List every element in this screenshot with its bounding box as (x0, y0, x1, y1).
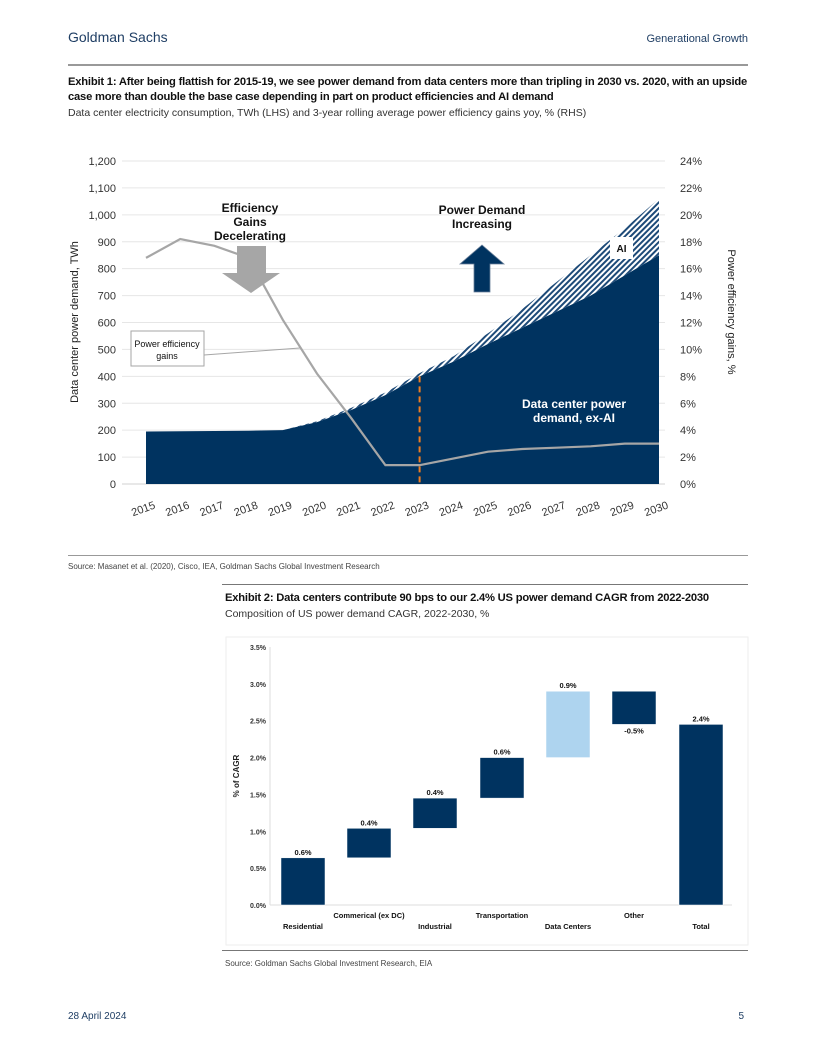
exhibit2-chart: 0.0% 0.5% 1.0% 1.5% 2.0% 2.5% 3.0% 3.5% % of CAG… (225, 636, 749, 946)
waterfall-bar (346, 828, 392, 859)
y-axis-title: % of CAGR (232, 754, 241, 797)
data-label: 0.4% (360, 818, 377, 827)
y-tick-label: 100 (98, 452, 116, 464)
category-label: Total (692, 922, 709, 931)
exhibit1-chart: 0 100 200 300 400 500 600 700 800 900 1,000 1,100 1,… (69, 156, 737, 519)
category-label: Industrial (418, 922, 452, 931)
y-tick-label: 2.0% (250, 756, 267, 763)
exhibit2-source: Source: Goldman Sachs Global Investment … (225, 959, 433, 968)
y-tick-label: 400 (98, 371, 116, 383)
y-tick-label: 500 (98, 344, 116, 356)
data-label: 0.6% (294, 848, 311, 857)
ai-area (146, 198, 659, 432)
y2-tick-label: 20% (680, 210, 702, 222)
ex-ai-label: demand, ex-AI (533, 411, 615, 425)
exhibit2-bottom-rule (222, 950, 748, 951)
y2-tick-label: 4% (680, 425, 696, 437)
page-number: 5 (738, 1011, 744, 1022)
down-arrow-icon (222, 246, 280, 293)
y-tick-label: 700 (98, 291, 116, 303)
waterfall-bar (611, 690, 657, 725)
y-tick-label: 600 (98, 318, 116, 330)
ex-ai-area (146, 255, 659, 484)
y-axis-title: Data center power demand, TWh (69, 241, 81, 403)
waterfall-bar (545, 690, 591, 758)
up-arrow-icon (458, 244, 506, 293)
demand-annotation: Power Demand (439, 203, 526, 217)
y-tick-label: 200 (98, 425, 116, 437)
legend-connector (203, 347, 301, 356)
y-tick-label: 3.0% (250, 682, 267, 689)
running-header: Generational Growth (646, 33, 749, 45)
category-label: Transportation (476, 911, 529, 920)
header-rule (68, 64, 748, 66)
chart-frame (225, 636, 749, 946)
y2-tick-label: 24% (680, 156, 702, 168)
y-tick-label: 1,200 (88, 156, 116, 168)
y2-axis-title: Power efficiency gains, % (725, 249, 737, 374)
waterfall-bar (678, 724, 724, 906)
exhibit1-source: Source: Masanet et al. (2020), Cisco, IE… (68, 562, 380, 571)
y-tick-label: 1,000 (88, 210, 116, 222)
efficiency-line (145, 237, 659, 467)
waterfall-bar (479, 757, 525, 799)
y2-tick-label: 2% (680, 452, 696, 464)
legend-box (130, 330, 205, 367)
exhibit2-title: Exhibit 2: Data centers contribute 90 bp… (225, 592, 709, 604)
y-tick-label: 2.5% (250, 719, 267, 726)
footer-date: 28 April 2024 (68, 1011, 127, 1022)
exhibit1-rule (68, 555, 748, 556)
y2-tick-label: 0% (680, 479, 696, 491)
y-tick-label: 0.5% (250, 866, 267, 873)
y-tick-label: 3.5% (250, 645, 267, 652)
efficiency-annotation: Gains (233, 215, 267, 229)
y-tick-label: 0 (110, 479, 116, 491)
y-tick-label: 1.5% (250, 792, 267, 799)
y2-tick-label: 18% (680, 237, 702, 249)
exhibit2-heading: Exhibit 2: Data centers contribute 90 bp… (225, 591, 748, 621)
data-label: 0.4% (426, 788, 443, 797)
exhibit1-heading: Exhibit 1: After being flattish for 2015… (68, 75, 748, 120)
waterfall-bar (280, 857, 326, 906)
exhibit1-title: Exhibit 1: After being flattish for 2015… (68, 76, 748, 103)
category-label: Residential (283, 922, 323, 931)
data-label: 0.9% (559, 681, 576, 690)
legend-label: Power efficiency (134, 339, 200, 349)
category-label: Commerical (ex DC) (333, 911, 405, 920)
waterfall-bar (412, 797, 458, 829)
data-label: 2.4% (692, 714, 709, 723)
y-tick-label: 0.0% (250, 903, 267, 910)
y-tick-label: 900 (98, 237, 116, 249)
legend-label: gains (156, 351, 178, 361)
y2-tick-label: 16% (680, 264, 702, 276)
efficiency-annotation: Decelerating (214, 229, 286, 243)
y2-tick-label: 14% (680, 291, 702, 303)
ai-label-box (610, 237, 633, 259)
ex-ai-label: Data center power (522, 397, 626, 411)
y-tick-label: 1,100 (88, 183, 116, 195)
efficiency-annotation: Efficiency (222, 201, 279, 215)
y2-tick-label: 22% (680, 183, 702, 195)
exhibit2-rule (222, 584, 748, 585)
demand-annotation: Increasing (452, 217, 512, 231)
category-label: Other (624, 911, 644, 920)
y2-tick-label: 10% (680, 344, 702, 356)
exhibit2-subtitle: Composition of US power demand CAGR, 202… (225, 608, 490, 620)
category-label: Data Centers (545, 922, 591, 931)
y2-tick-label: 8% (680, 371, 696, 383)
ai-label: AI (617, 244, 627, 255)
y2-tick-label: 6% (680, 398, 696, 410)
data-label: -0.5% (624, 726, 644, 735)
exhibit1-subtitle: Data center electricity consumption, TWh… (68, 107, 587, 119)
y-tick-label: 300 (98, 398, 116, 410)
brand-logo: Goldman Sachs (68, 29, 168, 45)
y-tick-label: 1.0% (250, 829, 267, 836)
y2-tick-label: 12% (680, 318, 702, 330)
data-label: 0.6% (493, 748, 510, 757)
y-tick-label: 800 (98, 264, 116, 276)
